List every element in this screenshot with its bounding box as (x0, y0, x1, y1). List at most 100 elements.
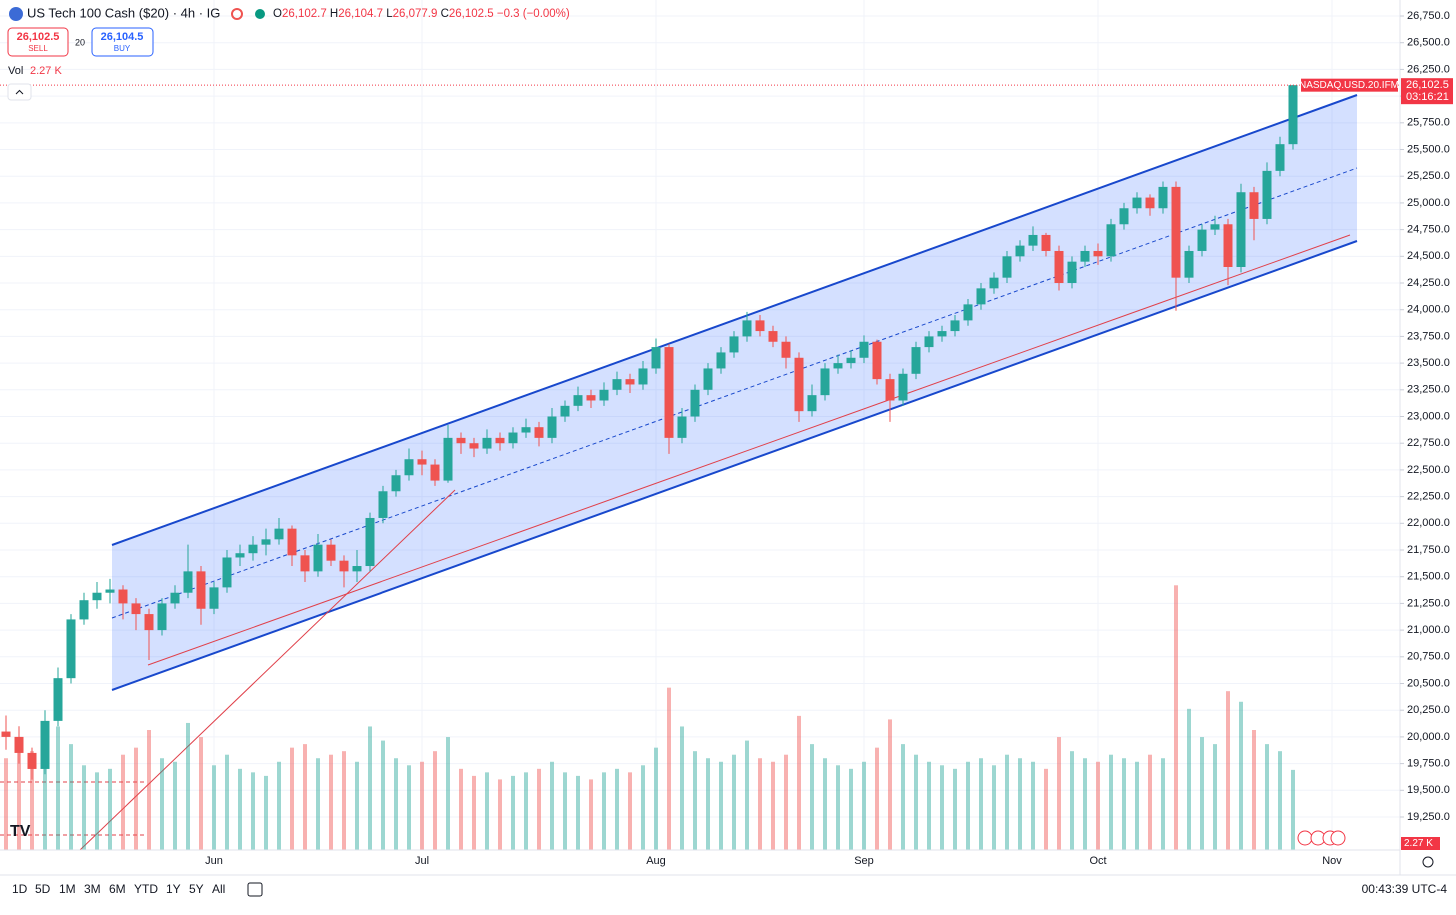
range-button[interactable]: 1D (12, 882, 28, 896)
volume-bar (628, 772, 632, 850)
buy-box[interactable] (91, 27, 154, 57)
sell-price[interactable]: 26,102.5 (17, 31, 60, 43)
channel-fill (112, 95, 1357, 690)
volume-bar (1044, 768, 1048, 850)
volume-bar (836, 765, 840, 850)
candle-body (1132, 197, 1142, 209)
buy-button[interactable]: 26,104.5 BUY (91, 27, 154, 57)
volume-bar (316, 758, 320, 850)
x-tick-label: Jun (205, 855, 223, 867)
volume-bar (446, 737, 450, 850)
volume-bar (56, 726, 60, 850)
flag-icon (9, 7, 23, 21)
y-tick-label: 26,500.0 (1407, 37, 1450, 49)
collapse-box[interactable] (7, 83, 32, 101)
candle-body (469, 443, 479, 449)
volume-bar (1291, 769, 1295, 850)
calendar-icon[interactable] (247, 882, 263, 897)
candle-body (79, 600, 89, 620)
volume-bar (1096, 761, 1100, 850)
candle-body (1275, 144, 1285, 171)
y-tick-label: 26,750.0 (1407, 10, 1450, 22)
y-tick-label: 22,750.0 (1407, 437, 1450, 449)
candle-body (1158, 186, 1168, 209)
y-tick-label: 24,500.0 (1407, 250, 1450, 262)
buy-price[interactable]: 26,104.5 (101, 31, 144, 43)
symbol-title: US Tech 100 Cash ($20) · 4h · IG (27, 5, 220, 20)
volume-bar (1109, 754, 1113, 850)
volume-bar (394, 758, 398, 850)
y-tick-label: 24,000.0 (1407, 304, 1450, 316)
c-label: C (441, 8, 449, 20)
candle-body (235, 553, 245, 558)
range-button[interactable]: All (212, 882, 225, 896)
volume-bar (1200, 737, 1204, 850)
candle-body (833, 363, 843, 369)
x-tick-label: Sep (854, 855, 874, 867)
y-tick-label: 25,500.0 (1407, 143, 1450, 155)
candle-body (157, 603, 167, 631)
candle-body (716, 352, 726, 369)
x-tick-label: Aug (646, 855, 666, 867)
candle-body (378, 491, 388, 518)
candle-body (1288, 85, 1298, 145)
range-button[interactable]: 6M (109, 882, 126, 896)
buy-label[interactable]: BUY (114, 44, 131, 53)
volume-bar (823, 758, 827, 850)
event-flag (1330, 830, 1346, 846)
channel-upper (111, 94, 1358, 546)
candle-body (417, 459, 427, 465)
volume-bar (225, 754, 229, 850)
y-tick-label: 20,000.0 (1407, 731, 1450, 743)
volume-bar (888, 719, 892, 850)
candle-body (651, 347, 661, 369)
range-button[interactable]: 3M (84, 882, 101, 896)
candle-body (1145, 197, 1155, 209)
range-button[interactable]: YTD (134, 882, 158, 896)
range-button[interactable]: 5Y (189, 882, 204, 896)
candles (1, 84, 1298, 780)
volume-bar (485, 772, 489, 850)
volume-bar (602, 772, 606, 850)
volume-bar (524, 772, 528, 850)
volume-bar (732, 754, 736, 850)
sell-button[interactable]: 26,102.5 SELL (7, 27, 69, 57)
sell-box[interactable] (7, 27, 69, 57)
candle-body (105, 589, 115, 593)
volume-bar (1057, 737, 1061, 850)
sell-label[interactable]: SELL (28, 44, 48, 53)
volume-bar (901, 744, 905, 850)
volume-bar (1187, 708, 1191, 850)
settings-icon[interactable] (1422, 856, 1434, 868)
candle-body (664, 347, 674, 438)
volume-bar (719, 761, 723, 850)
symbol-tag-bg (1301, 78, 1398, 92)
candle-body (911, 347, 921, 374)
candle-body (1093, 250, 1103, 257)
market-open-icon (255, 9, 265, 19)
range-button[interactable]: 5D (35, 882, 51, 896)
volume-bar (498, 779, 502, 850)
volume-tag-bg (1401, 837, 1440, 850)
range-button[interactable]: 1M (59, 882, 76, 896)
y-tick-label: 22,250.0 (1407, 491, 1450, 503)
volume-bar (121, 754, 125, 850)
volume-bar (277, 761, 281, 850)
volume-bar (407, 765, 411, 850)
y-tick-label: 26,250.0 (1407, 63, 1450, 75)
volume-bar (69, 744, 73, 850)
candle-body (248, 544, 258, 554)
range-button[interactable]: 1Y (166, 882, 181, 896)
volume-bar (1005, 754, 1009, 850)
collapse-button[interactable] (7, 83, 32, 101)
volume-bar (329, 754, 333, 850)
chevron[interactable] (15, 89, 24, 95)
candle-body (742, 320, 752, 337)
volume-bar (550, 761, 554, 850)
candle-body (443, 437, 453, 481)
volume-bar (1161, 758, 1165, 850)
volume-bar (355, 761, 359, 850)
candle-body (27, 752, 37, 769)
candle-body (521, 427, 531, 433)
candle-body (586, 395, 596, 401)
